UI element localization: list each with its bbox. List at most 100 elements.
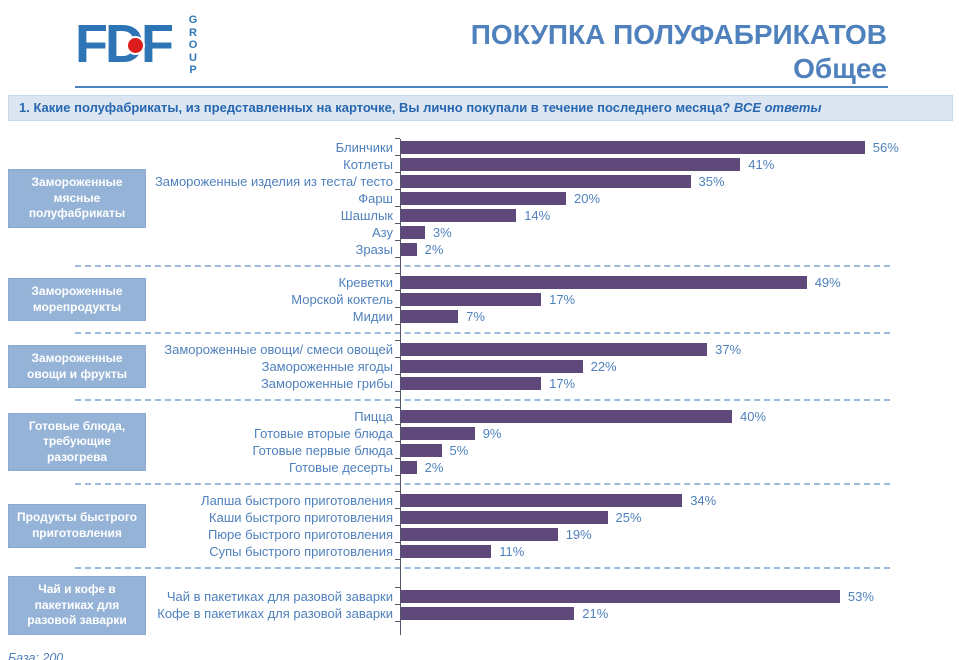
bar-label: Замороженные грибы [260, 376, 393, 391]
bar [400, 511, 608, 524]
bar-value-label: 19% [565, 527, 592, 542]
logo-text: FDF [75, 14, 174, 74]
header: FDF GROUP ПОКУПКА ПОЛУФАБРИКАТОВ Общее [0, 0, 959, 86]
page-title: ПОКУПКА ПОЛУФАБРИКАТОВ Общее [471, 12, 887, 86]
bar-label: Азу [372, 225, 393, 240]
bar-track: 22% [395, 357, 959, 375]
bar-label: Готовые первые блюда [252, 443, 393, 458]
bar-rows: Креветки 49% Морской коктель 17% Мидии 7% [146, 273, 959, 325]
bar-value-label: 21% [582, 606, 609, 622]
bar-value-label: 11% [499, 544, 525, 559]
bar-track: 41% [395, 155, 959, 173]
bar-row: Готовые десерты 2% [146, 458, 959, 476]
category-group: Чай и кофе в пакетиках для разовой завар… [0, 576, 959, 635]
bar-row: Котлеты 41% [146, 155, 959, 173]
group-separator [75, 567, 890, 569]
bar-label: Мидии [352, 309, 393, 324]
category-box: Замороженные овощи и фрукты [8, 344, 146, 389]
bar-row: Чай в пакетиках для разовой заварки 53% [146, 587, 959, 605]
bar-row: Блинчики 56% [146, 138, 959, 156]
bar-row: Замороженные изделия из теста/ тесто 35% [146, 172, 959, 190]
bar-value-label: 9% [482, 426, 502, 441]
bar-label: Пюре быстрого приготовления [207, 527, 393, 542]
group-separator [75, 332, 890, 334]
bar-value-label: 25% [615, 510, 642, 525]
category-group: Готовые блюда, требующие разогрева Пицца 4… [0, 407, 959, 476]
bar-value-label: 3% [432, 225, 452, 240]
bar-label: Готовые десерты [288, 460, 393, 475]
question-text: 1. Какие полуфабрикаты, из представленны… [19, 100, 734, 115]
group-separator [75, 483, 890, 485]
bar-label: Блинчики [335, 140, 393, 155]
bar-track: 11% [395, 542, 959, 560]
bar-label: Шашлык [340, 208, 393, 223]
category-group: Продукты быстрого приготовления Лапша быс… [0, 491, 959, 560]
bar-track: 20% [395, 189, 959, 207]
bar [400, 310, 459, 323]
bar-row: Креветки 49% [146, 273, 959, 291]
bar-row: Замороженные ягоды 22% [146, 357, 959, 375]
bar-track: 34% [395, 491, 959, 509]
bar-chart: Замороженные мясные полуфабрикаты Блинчик… [0, 138, 959, 635]
category-box: Замороженные морепродукты [8, 277, 146, 322]
bar [400, 607, 575, 621]
bar [400, 243, 417, 256]
category-group: Замороженные мясные полуфабрикаты Блинчик… [0, 138, 959, 258]
bar-row: Пицца 40% [146, 407, 959, 425]
bar-value-label: 14% [524, 208, 551, 223]
bar-value-label: 49% [814, 275, 841, 290]
bar [400, 141, 865, 154]
bar-row: Кофе в пакетиках для разовой заварки 21% [146, 604, 959, 623]
bar-rows: Пицца 40% Готовые вторые блюда 9% Готовые пе… [146, 407, 959, 476]
page-title-line2: Общее [793, 53, 887, 85]
bar [400, 545, 492, 558]
bar-track: 5% [395, 441, 959, 459]
bar-track: 40% [395, 407, 959, 425]
bar [400, 175, 691, 188]
bar-value-label: 41% [748, 157, 775, 172]
bar-value-label: 34% [690, 493, 717, 508]
category-group: Замороженные морепродукты Креветки 49% Морс… [0, 273, 959, 325]
bar-label: Замороженные изделия из теста/ тесто [154, 174, 393, 189]
bar-label: Котлеты [343, 157, 393, 172]
bar-label: Кофе в пакетиках для разовой заварки [157, 606, 393, 622]
bar-value-label: 40% [740, 409, 767, 424]
axis-line [400, 139, 401, 635]
bar-row: Зразы 2% [146, 240, 959, 258]
bar-label: Морской коктель [291, 292, 393, 307]
bar-value-label: 20% [574, 191, 601, 206]
header-divider [75, 86, 888, 88]
bar-row: Лапша быстрого приготовления 34% [146, 491, 959, 509]
bar-rows: Чай в пакетиках для разовой заварки 53% Ко… [146, 587, 959, 623]
bar [400, 209, 517, 222]
bar-track: 14% [395, 206, 959, 224]
bar-track: 21% [395, 604, 959, 623]
group-separator [75, 399, 890, 401]
bar [400, 192, 566, 205]
bar-value-label: 7% [466, 309, 485, 324]
bar-value-label: 56% [872, 140, 899, 155]
base-note: База: 200 [8, 650, 64, 660]
bar-track: 17% [395, 374, 959, 392]
category-box: Продукты быстрого приготовления [8, 504, 146, 548]
bar [400, 158, 741, 171]
bar [400, 226, 425, 239]
bar-value-label: 53% [847, 589, 874, 605]
bar-track: 37% [395, 340, 959, 358]
bar-row: Пюре быстрого приготовления 19% [146, 525, 959, 543]
group-separator [75, 265, 890, 267]
bar-label: Пицца [354, 409, 393, 424]
bar-value-label: 2% [424, 242, 444, 257]
bar-label: Зразы [355, 242, 393, 257]
bar-track: 3% [395, 223, 959, 241]
question-bar: 1. Какие полуфабрикаты, из представленны… [8, 95, 953, 121]
bar-value-label: 17% [549, 376, 576, 391]
bar-label: Готовые вторые блюда [253, 426, 393, 441]
bar-track: 49% [395, 273, 959, 291]
bar-track: 25% [395, 508, 959, 526]
bar-row: Замороженные овощи/ смеси овощей 37% [146, 340, 959, 358]
bar [400, 528, 558, 541]
category-box: Готовые блюда, требующие разогрева [8, 412, 146, 472]
bar-row: Мидии 7% [146, 307, 959, 325]
